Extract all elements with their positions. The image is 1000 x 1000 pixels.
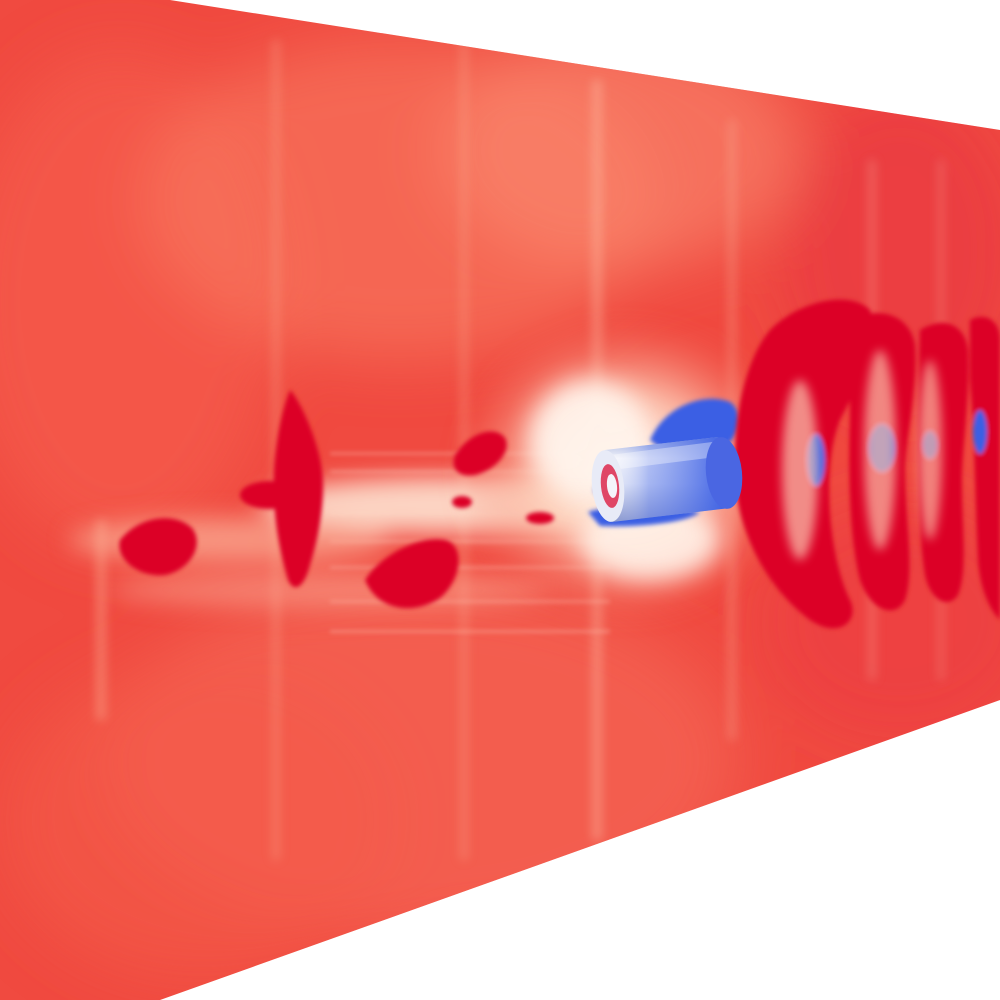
wake-structures [119,390,554,609]
vortex-gaps [782,350,942,560]
cylinder [591,437,743,522]
cylinder-end-cap [705,437,743,509]
